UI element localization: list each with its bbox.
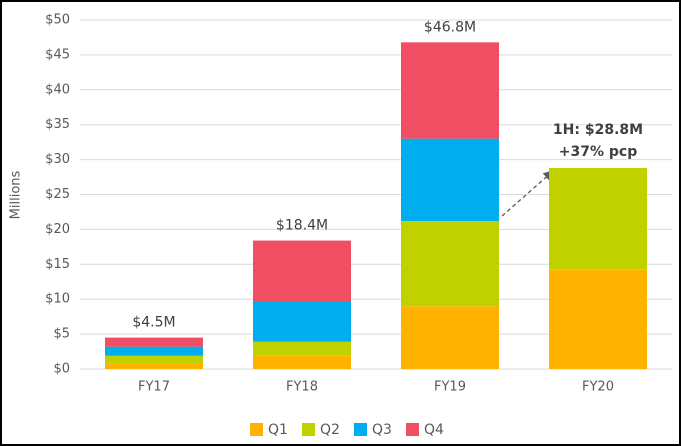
x-tick-label: FY18 <box>286 380 318 395</box>
legend-swatch <box>250 423 263 436</box>
total-label: $4.5M <box>132 315 175 331</box>
bar-segment <box>253 240 351 302</box>
bar-segment <box>549 167 647 270</box>
bar-segment <box>401 42 499 139</box>
y-tick-label: $10 <box>45 292 70 307</box>
total-label: $46.8M <box>424 19 476 35</box>
legend-swatch <box>302 423 315 436</box>
y-tick-label: $40 <box>45 82 70 97</box>
y-tick-label: $15 <box>45 257 70 272</box>
x-tick-label: FY19 <box>434 380 466 395</box>
bar-segment <box>105 363 203 369</box>
y-tick-label: $5 <box>53 327 70 342</box>
legend-swatch <box>354 423 367 436</box>
y-tick-label: $30 <box>45 152 70 167</box>
bar-segment <box>401 306 499 369</box>
x-tick-label: FY20 <box>582 380 614 395</box>
bar-segment <box>401 138 499 222</box>
bar-segment <box>401 221 499 307</box>
legend-label: Q3 <box>372 422 392 438</box>
total-label: $18.4M <box>276 218 328 234</box>
total-label: 1H: $28.8M <box>553 122 643 138</box>
legend-swatch <box>406 423 419 436</box>
y-axis-label: Millions <box>9 170 24 219</box>
y-tick-label: $45 <box>45 47 70 62</box>
bar-segment <box>253 355 351 369</box>
y-tick-label: $20 <box>45 222 70 237</box>
legend-label: Q2 <box>320 422 340 438</box>
bar-segment <box>105 337 203 347</box>
bar-segment <box>253 301 351 342</box>
y-tick-label: $25 <box>45 187 70 202</box>
y-tick-label: $50 <box>45 13 70 28</box>
annotation: +37% pcp <box>559 144 637 160</box>
x-tick-label: FY17 <box>138 380 170 395</box>
y-tick-label: $0 <box>53 362 70 377</box>
y-tick-label: $35 <box>45 117 70 132</box>
bar-segment <box>549 269 647 369</box>
legend-label: Q1 <box>268 422 288 438</box>
legend-label: Q4 <box>424 422 444 438</box>
bar-segment <box>105 355 203 364</box>
bar-segment <box>253 341 351 356</box>
bar-segment <box>105 346 203 356</box>
